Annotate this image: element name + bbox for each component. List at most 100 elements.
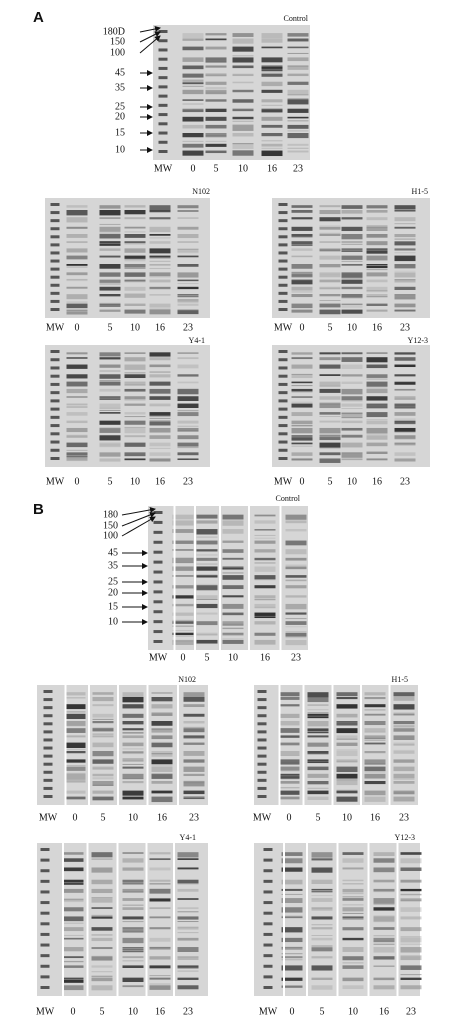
faint-band — [177, 445, 199, 447]
protein-band — [172, 595, 194, 599]
faint-band — [307, 727, 329, 729]
marker-band — [40, 975, 50, 979]
lane-label: MW — [39, 812, 58, 823]
protein-band — [366, 381, 388, 387]
faint-band — [342, 965, 364, 967]
protein-band — [222, 514, 244, 520]
faint-band — [232, 109, 254, 111]
faint-band — [394, 438, 416, 440]
protein-band — [92, 742, 114, 748]
faint-band — [99, 444, 121, 446]
gel-title: Control — [276, 494, 301, 503]
protein-band — [99, 374, 121, 379]
protein-band — [373, 947, 395, 953]
faint-band — [341, 297, 363, 299]
protein-band — [291, 435, 313, 441]
faint-band — [366, 419, 388, 421]
faint-band — [307, 753, 329, 755]
lane-separator — [306, 843, 308, 996]
lane-label: 23 — [189, 812, 199, 823]
lane-label: 5 — [108, 476, 113, 487]
protein-band — [183, 704, 205, 708]
protein-band — [122, 713, 144, 718]
protein-band — [66, 234, 88, 238]
marker-band — [153, 590, 163, 594]
protein-band — [281, 852, 303, 856]
marker-label: 10 — [108, 616, 118, 627]
faint-band — [64, 779, 86, 781]
marker-band — [278, 350, 288, 353]
protein-band — [366, 248, 388, 254]
marker-band — [257, 698, 267, 702]
protein-band — [149, 888, 171, 894]
protein-band — [341, 255, 363, 260]
faint-band — [394, 279, 416, 281]
protein-band — [149, 303, 171, 308]
protein-band — [287, 81, 309, 85]
protein-band — [336, 713, 358, 718]
protein-band — [341, 396, 363, 401]
faint-band — [319, 300, 341, 302]
protein-band — [149, 435, 171, 439]
lane-separator — [219, 506, 221, 650]
protein-band — [177, 217, 199, 220]
faint-band — [278, 778, 300, 780]
marker-band — [50, 457, 60, 460]
protein-band — [366, 241, 388, 246]
faint-band — [281, 946, 303, 948]
protein-band — [366, 272, 388, 277]
protein-band — [177, 858, 199, 860]
protein-band — [149, 867, 171, 871]
protein-band — [400, 879, 422, 883]
protein-band — [393, 766, 415, 772]
protein-band — [91, 916, 113, 919]
protein-band — [393, 790, 415, 795]
faint-band — [124, 258, 146, 260]
protein-band — [64, 704, 86, 710]
protein-band — [319, 420, 341, 423]
faint-band — [366, 264, 388, 266]
faint-band — [149, 308, 171, 310]
lane-label: 0 — [75, 322, 80, 333]
protein-band — [291, 286, 313, 291]
faint-band — [222, 627, 244, 629]
protein-band — [124, 217, 146, 220]
protein-band — [182, 116, 204, 122]
faint-band — [319, 403, 341, 405]
faint-band — [261, 140, 283, 142]
marker-band — [50, 432, 60, 436]
protein-band — [222, 549, 244, 553]
protein-band — [373, 888, 395, 892]
faint-band — [261, 68, 283, 70]
protein-band — [366, 435, 388, 440]
lane-separator — [279, 506, 282, 650]
protein-band — [393, 735, 415, 741]
marker-band — [263, 890, 273, 894]
protein-band — [400, 907, 422, 912]
protein-band — [336, 697, 358, 700]
faint-band — [287, 94, 309, 96]
faint-band — [66, 449, 88, 451]
protein-band — [122, 742, 144, 747]
protein-band — [177, 205, 199, 209]
faint-band — [319, 288, 341, 290]
faint-band — [122, 904, 144, 906]
marker-arrow — [139, 35, 161, 54]
faint-band — [342, 917, 364, 919]
protein-band — [278, 751, 300, 756]
protein-band — [149, 205, 171, 211]
protein-band — [285, 621, 307, 625]
faint-band — [393, 744, 415, 746]
faint-band — [261, 65, 283, 67]
protein-band — [124, 458, 146, 461]
faint-band — [149, 414, 171, 416]
faint-band — [366, 433, 388, 435]
protein-band — [122, 773, 144, 779]
protein-band — [261, 143, 283, 147]
protein-band — [394, 458, 416, 462]
faint-band — [319, 402, 341, 404]
lane-separator — [88, 685, 90, 805]
protein-band — [151, 766, 173, 772]
protein-band — [177, 279, 199, 282]
marker-label: 180 — [103, 509, 118, 520]
